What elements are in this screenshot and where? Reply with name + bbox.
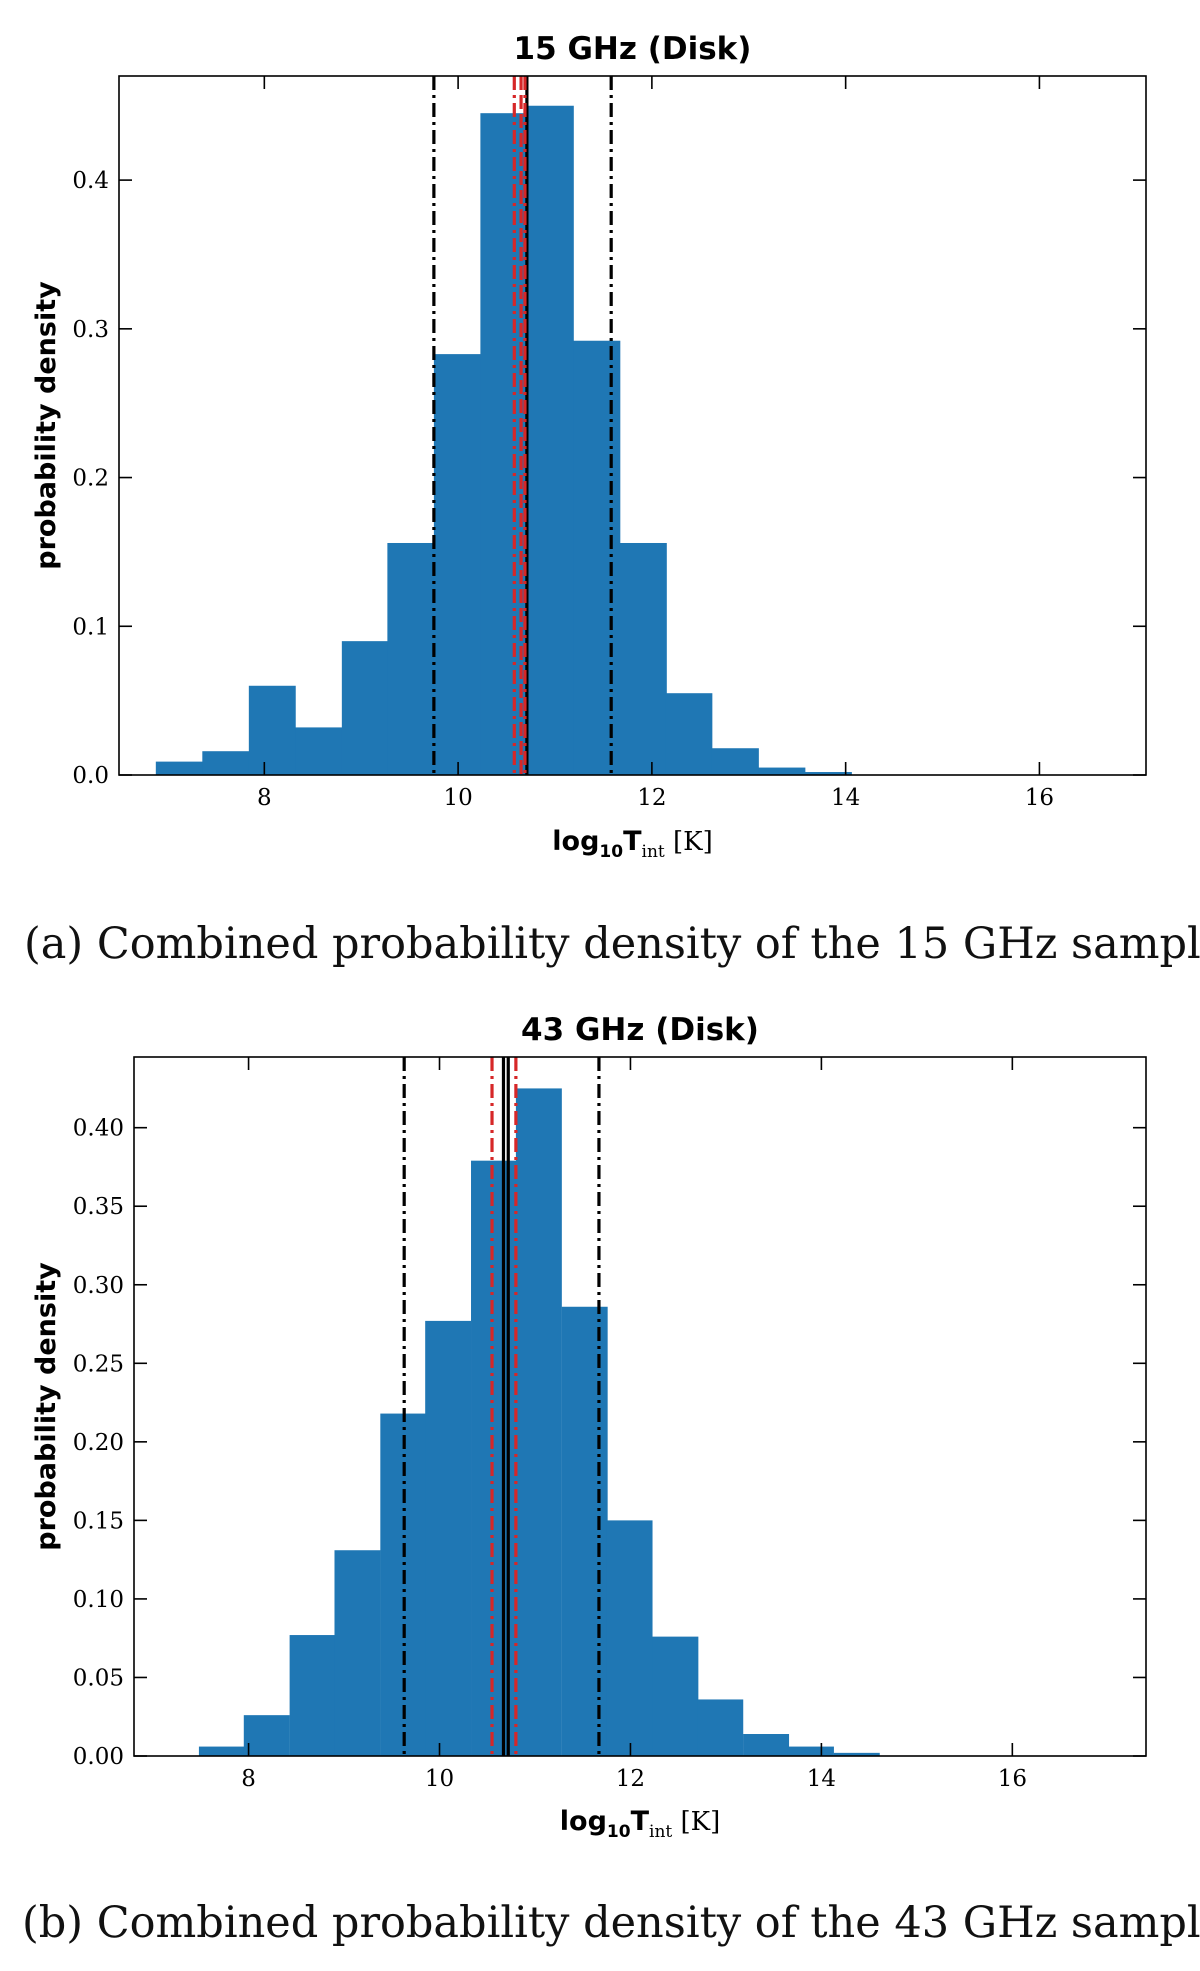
histogram-bar xyxy=(787,1746,834,1756)
y-tick-label: 0.15 xyxy=(73,1508,124,1534)
y-tick-label: 0.20 xyxy=(73,1430,124,1456)
x-tick-label: 10 xyxy=(443,785,472,811)
histogram-bar xyxy=(804,772,852,775)
y-tick-label: 0.2 xyxy=(72,466,109,492)
figure-caption: (b) Combined probability density of the … xyxy=(22,1898,1200,1948)
histogram-bar xyxy=(652,1636,699,1756)
reference-lines xyxy=(402,1057,601,1756)
histogram-bar xyxy=(387,542,435,775)
histogram-bar xyxy=(561,1306,608,1756)
histogram-bar xyxy=(606,1520,653,1756)
histogram-bar xyxy=(198,1746,245,1756)
histogram-bar xyxy=(743,1734,790,1756)
histogram-bar xyxy=(433,354,481,775)
histogram-bar xyxy=(758,767,806,775)
plot-frame xyxy=(118,75,1147,776)
reference-lines xyxy=(432,76,613,775)
histogram-bar xyxy=(243,1715,290,1756)
histogram-bar xyxy=(526,105,574,775)
histogram-bar xyxy=(248,685,296,775)
y-tick-label: 0.0 xyxy=(72,763,109,789)
histogram-bars xyxy=(155,105,852,776)
histogram-bar xyxy=(573,340,621,775)
histogram-bar xyxy=(619,542,667,775)
y-axis-ticks: 0.0 0.1 0.2 0.3 0.4 xyxy=(72,168,1146,789)
y-axis-ticks: 0.00 0.05 0.10 0.15 0.20 0.25 0.30 0.35 0.40 xyxy=(73,1116,1146,1770)
chart-title: 15 GHz (Disk) xyxy=(514,31,752,67)
chart-title: 43 GHz (Disk) xyxy=(521,1012,759,1048)
histogram-bar xyxy=(334,1550,381,1756)
y-tick-label: 0.40 xyxy=(73,1116,124,1142)
y-tick-label: 0.3 xyxy=(72,317,109,343)
x-tick-label: 16 xyxy=(998,1766,1027,1792)
chart-b: 43 GHz (Disk)8 10 12 14 160.000.050.100.150.… xyxy=(22,1012,1200,1948)
y-tick-label: 0.4 xyxy=(72,168,109,194)
histogram-bar xyxy=(833,1752,880,1756)
histogram-bar xyxy=(711,748,759,775)
x-axis-label: log10Tint [K] xyxy=(560,1806,720,1842)
histogram-bar xyxy=(295,727,343,775)
plot-frame xyxy=(133,1056,1147,1757)
y-axis-label: probability density xyxy=(31,1262,62,1551)
y-tick-label: 0.35 xyxy=(73,1194,124,1220)
histogram-bars xyxy=(198,1088,880,1756)
histogram-bar xyxy=(425,1320,472,1756)
y-tick-label: 0.1 xyxy=(72,614,109,640)
chart-a: 15 GHz (Disk) 8 10 12 14 16 0.0 0.1 0.2 0.3 0.4 pro… xyxy=(24,31,1200,969)
histogram-bar xyxy=(341,641,389,775)
x-tick-label: 14 xyxy=(807,1766,836,1792)
y-tick-label: 0.10 xyxy=(73,1587,124,1613)
x-tick-label: 10 xyxy=(425,1766,454,1792)
histogram-bar xyxy=(471,1160,517,1756)
histogram-bar xyxy=(515,1088,562,1756)
y-tick-label: 0.00 xyxy=(73,1744,124,1770)
histogram-bar xyxy=(697,1699,744,1756)
x-tick-label: 12 xyxy=(637,785,666,811)
y-axis-label: probability density xyxy=(31,281,62,570)
x-axis-ticks: 8 10 12 14 16 xyxy=(257,76,1054,811)
y-tick-label: 0.25 xyxy=(73,1351,124,1377)
y-tick-label: 0.30 xyxy=(73,1273,124,1299)
histogram-bar xyxy=(202,751,250,775)
x-tick-label: 8 xyxy=(241,1766,256,1792)
x-axis-label: log10Tint [K] xyxy=(552,826,712,862)
histogram-bar xyxy=(155,761,203,775)
x-tick-label: 8 xyxy=(257,785,272,811)
x-tick-label: 16 xyxy=(1025,785,1054,811)
figure-caption: (a) Combined probability density of the … xyxy=(24,919,1200,969)
x-tick-label: 14 xyxy=(831,785,860,811)
x-axis-ticks: 8 10 12 14 16 xyxy=(241,1057,1027,1792)
y-tick-label: 0.05 xyxy=(73,1665,124,1691)
histogram-bar xyxy=(665,693,713,775)
x-tick-label: 12 xyxy=(616,1766,645,1792)
histogram-bar xyxy=(289,1635,336,1756)
